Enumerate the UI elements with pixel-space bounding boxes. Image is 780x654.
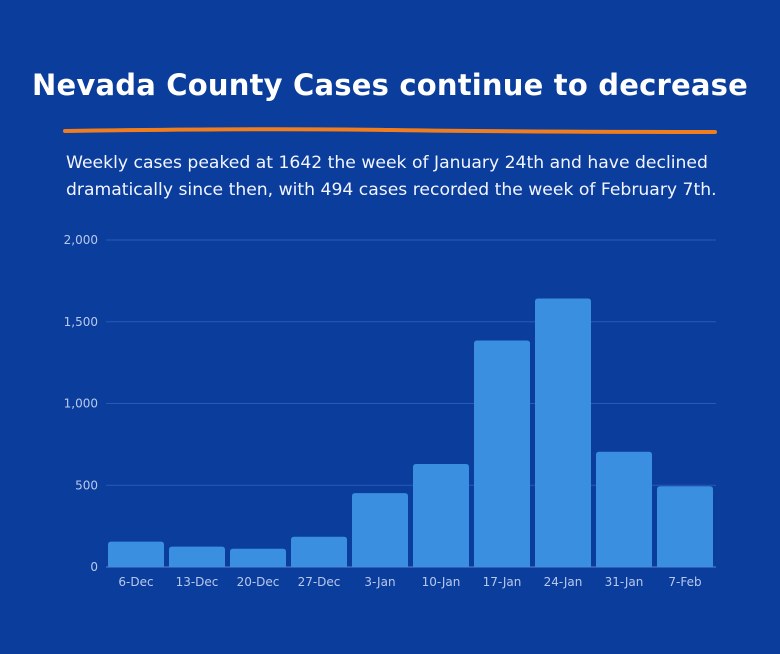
x-tick-label: 17-Jan xyxy=(483,575,522,589)
x-tick-label: 6-Dec xyxy=(118,575,153,589)
bar xyxy=(291,536,347,567)
accent-rule xyxy=(63,127,717,134)
bar xyxy=(596,451,652,567)
chart-subtitle: Weekly cases peaked at 1642 the week of … xyxy=(66,153,717,200)
bar xyxy=(413,463,469,567)
bar xyxy=(535,298,591,567)
y-tick-label: 500 xyxy=(75,478,98,492)
bar xyxy=(657,486,713,567)
bar xyxy=(169,546,225,567)
x-tick-label: 10-Jan xyxy=(422,575,461,589)
page-title: Nevada County Cases continue to decrease xyxy=(32,68,748,102)
bar xyxy=(230,548,286,567)
x-tick-label: 3-Jan xyxy=(364,575,395,589)
y-tick-label: 2,000 xyxy=(64,233,98,247)
y-tick-label: 1,500 xyxy=(64,315,98,329)
bar-chart: 0 500 1,000 1,500 2,000 6-Dec 13-Dec 20-Dec 27-D… xyxy=(64,233,716,589)
x-tick-label: 7-Feb xyxy=(668,575,701,589)
y-tick-label: 1,000 xyxy=(64,397,98,411)
y-tick-label: 0 xyxy=(90,560,98,574)
bar xyxy=(108,541,164,567)
x-tick-label: 31-Jan xyxy=(605,575,644,589)
x-tick-label: 13-Dec xyxy=(176,575,219,589)
x-tick-label: 20-Dec xyxy=(237,575,280,589)
bar xyxy=(474,340,530,567)
bar xyxy=(352,493,408,567)
x-tick-label: 27-Dec xyxy=(298,575,341,589)
x-tick-label: 24-Jan xyxy=(544,575,583,589)
